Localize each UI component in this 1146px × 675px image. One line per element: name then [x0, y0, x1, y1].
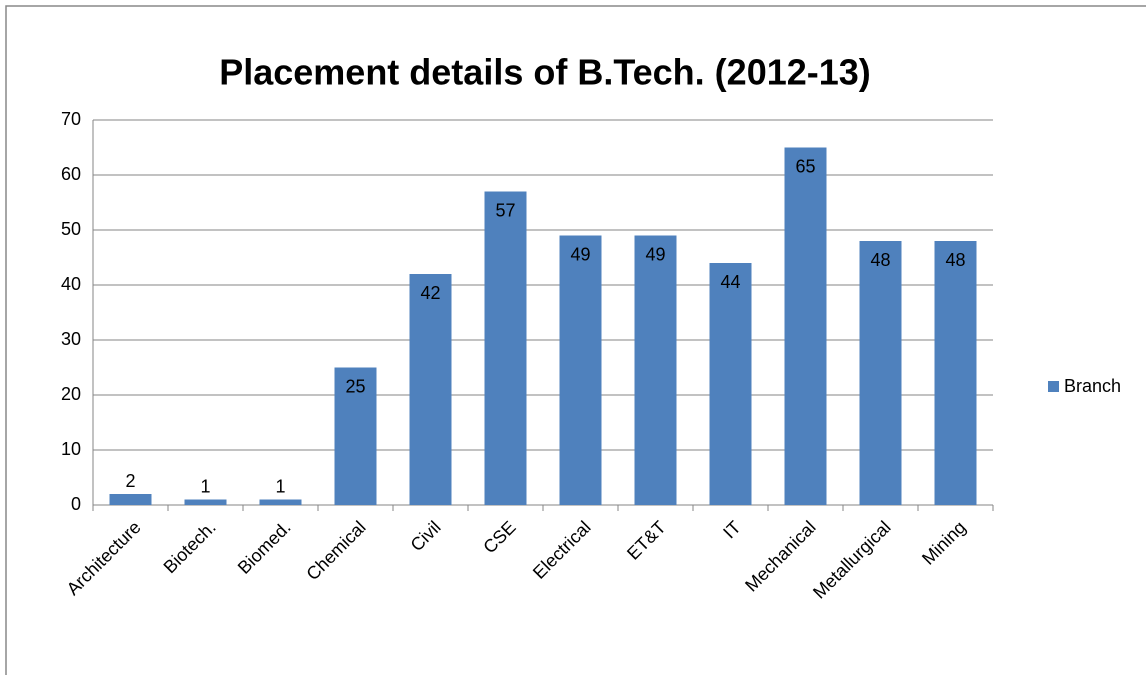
bar — [334, 367, 377, 505]
data-label: 1 — [200, 476, 210, 496]
x-tick-label: Mechanical — [741, 517, 820, 596]
y-tick-label: 20 — [61, 384, 81, 404]
bar — [484, 191, 527, 505]
data-label: 48 — [870, 250, 890, 270]
data-label: 44 — [720, 272, 740, 292]
bar — [259, 499, 302, 505]
chart-border — [5, 5, 1146, 675]
x-tick-label: Metallurgical — [809, 517, 895, 603]
data-label: 57 — [495, 200, 515, 220]
x-tick-label: Mining — [918, 517, 970, 569]
bar — [784, 147, 827, 505]
bar — [109, 494, 152, 505]
bar — [409, 274, 452, 505]
data-label: 48 — [945, 250, 965, 270]
x-tick-label: ET&T — [623, 517, 670, 564]
bar — [934, 241, 977, 505]
data-label: 49 — [645, 244, 665, 264]
y-tick-label: 70 — [61, 109, 81, 129]
y-tick-label: 60 — [61, 164, 81, 184]
y-tick-label: 30 — [61, 329, 81, 349]
data-label: 49 — [570, 244, 590, 264]
legend-swatch — [1048, 381, 1059, 392]
y-tick-label: 10 — [61, 439, 81, 459]
data-label: 1 — [275, 476, 285, 496]
data-label: 42 — [420, 283, 440, 303]
legend-label: Branch — [1064, 376, 1121, 396]
x-tick-label: Biotech. — [160, 517, 220, 577]
bar — [859, 241, 902, 505]
data-label: 25 — [345, 376, 365, 396]
x-tick-label: Biomed. — [234, 517, 295, 578]
x-tick-label: CSE — [479, 517, 519, 557]
bar — [184, 499, 227, 505]
x-tick-label: IT — [719, 517, 744, 542]
data-label: 2 — [125, 471, 135, 491]
x-tick-label: Architecture — [63, 517, 145, 599]
y-tick-label: 40 — [61, 274, 81, 294]
bar — [709, 263, 752, 505]
x-tick-label: Electrical — [529, 517, 595, 583]
y-tick-label: 50 — [61, 219, 81, 239]
chart-title: Placement details of B.Tech. (2012-13) — [219, 52, 871, 93]
data-label: 65 — [795, 156, 815, 176]
x-tick-label: Chemical — [302, 517, 369, 584]
bar — [559, 235, 602, 505]
y-tick-label: 0 — [71, 494, 81, 514]
bar — [634, 235, 677, 505]
x-tick-label: Civil — [407, 517, 445, 555]
